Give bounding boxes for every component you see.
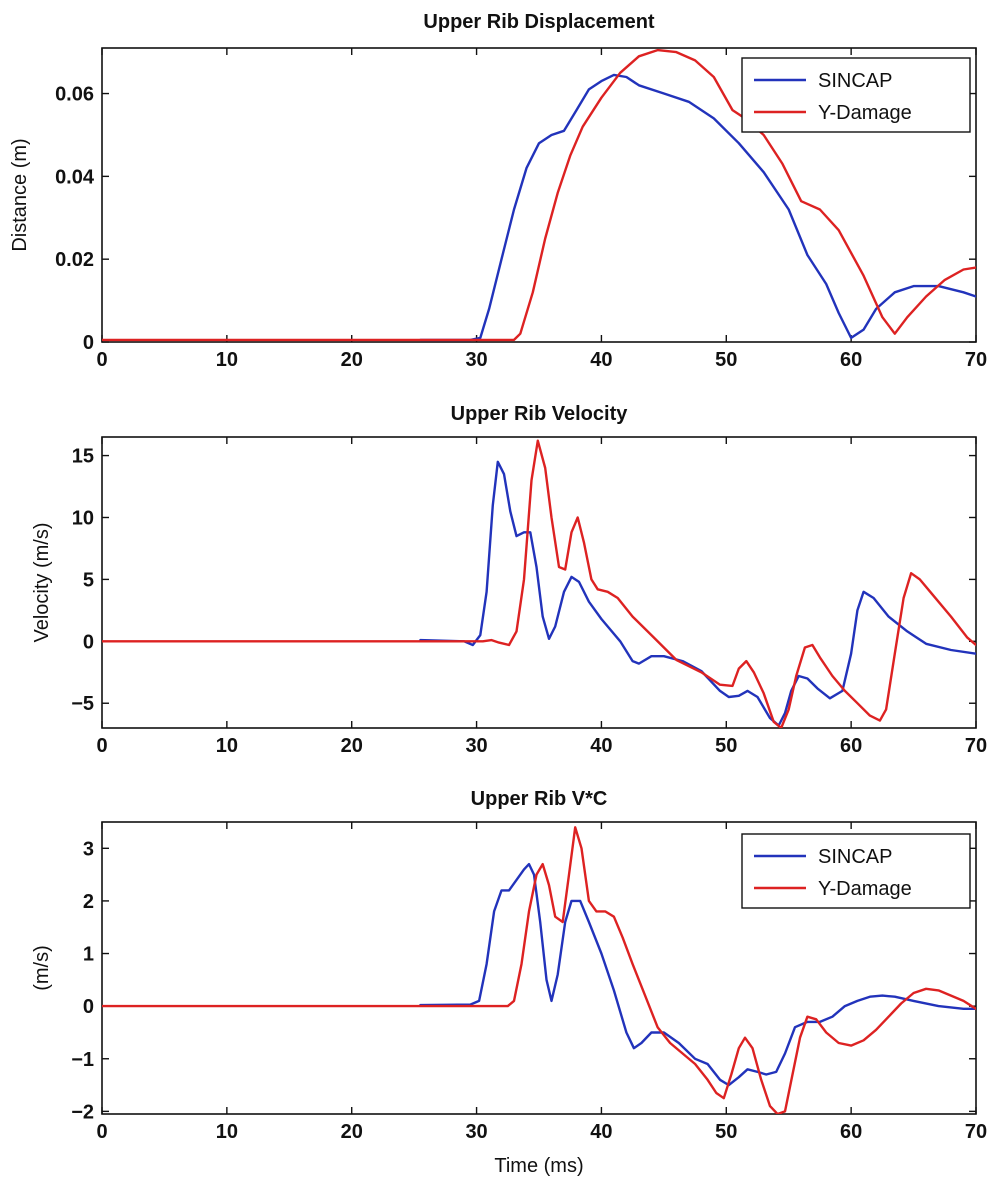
y-tick-label: 0 <box>83 996 94 1018</box>
y-axis-label: (m/s) <box>31 945 53 991</box>
y-tick-label: 0 <box>83 631 94 653</box>
x-tick-label: 70 <box>965 349 987 371</box>
y-tick-label: −1 <box>71 1049 94 1071</box>
x-tick-label: 0 <box>96 349 107 371</box>
legend: SINCAP Y-Damage <box>741 833 971 909</box>
x-axis-label: Time (ms) <box>494 1155 583 1177</box>
legend-box <box>741 833 971 909</box>
x-tick-label: 40 <box>590 1121 612 1143</box>
y-tick-label: 15 <box>72 446 94 468</box>
series-line-sincap <box>419 460 976 727</box>
x-tick-label: 50 <box>715 735 737 757</box>
y-axis-label: Velocity (m/s) <box>31 522 53 642</box>
x-tick-label: 10 <box>216 735 238 757</box>
y-tick-label: 0.06 <box>55 84 94 106</box>
x-tick-label: 60 <box>840 1121 862 1143</box>
x-tick-label: 70 <box>965 1121 987 1143</box>
x-tick-label: 20 <box>341 349 363 371</box>
x-tick-label: 0 <box>96 735 107 757</box>
x-tick-label: 50 <box>715 349 737 371</box>
y-tick-label: 10 <box>72 507 94 529</box>
series-line-y-damage <box>102 439 976 728</box>
y-tick-label: −5 <box>71 693 94 715</box>
legend-label: Y-Damage <box>818 878 912 900</box>
legend-label: Y-Damage <box>818 102 912 124</box>
chart-panel-3: Upper Rib V*C 0 10 20 30 40 50 60 70 −2 −1 0 1 2 3 (m/s… <box>31 788 987 1177</box>
y-tick-label: 3 <box>83 838 94 860</box>
x-tick-label: 30 <box>465 1121 487 1143</box>
x-tick-label: 60 <box>840 349 862 371</box>
chart-title: Upper Rib V*C <box>471 788 608 810</box>
x-tick-label: 40 <box>590 735 612 757</box>
x-tick-label: 30 <box>465 349 487 371</box>
y-tick-label: 1 <box>83 944 94 966</box>
x-tick-label: 30 <box>465 735 487 757</box>
series-line-y-damage <box>102 48 976 342</box>
x-tick-label: 20 <box>341 735 363 757</box>
x-tick-label: 60 <box>840 735 862 757</box>
y-tick-label: 2 <box>83 891 94 913</box>
series-line-sincap <box>419 73 976 342</box>
x-tick-label: 40 <box>590 349 612 371</box>
x-tick-label: 20 <box>341 1121 363 1143</box>
x-tick-label: 10 <box>216 349 238 371</box>
y-tick-label: 0.02 <box>55 249 94 271</box>
x-tick-label: 50 <box>715 1121 737 1143</box>
legend-label: SINCAP <box>818 846 892 868</box>
x-tick-label: 0 <box>96 1121 107 1143</box>
chart-title: Upper Rib Velocity <box>451 403 629 425</box>
x-tick-label: 10 <box>216 1121 238 1143</box>
series-line-y-damage <box>102 826 976 1114</box>
y-axis-label: Distance (m) <box>9 138 31 251</box>
series-line-sincap <box>419 862 976 1087</box>
y-tick-label: 5 <box>83 569 94 591</box>
x-tick-label: 70 <box>965 735 987 757</box>
chart-panel-1: Upper Rib Displacement 0 10 20 30 40 50 60 70 0 0.… <box>9 11 987 371</box>
legend-box <box>741 57 971 133</box>
legend-label: SINCAP <box>818 70 892 92</box>
chart-title: Upper Rib Displacement <box>423 11 655 33</box>
y-tick-label: 0.04 <box>55 166 95 188</box>
legend: SINCAP Y-Damage <box>741 57 971 133</box>
y-tick-label: 0 <box>83 332 94 354</box>
y-tick-label: −2 <box>71 1101 94 1123</box>
